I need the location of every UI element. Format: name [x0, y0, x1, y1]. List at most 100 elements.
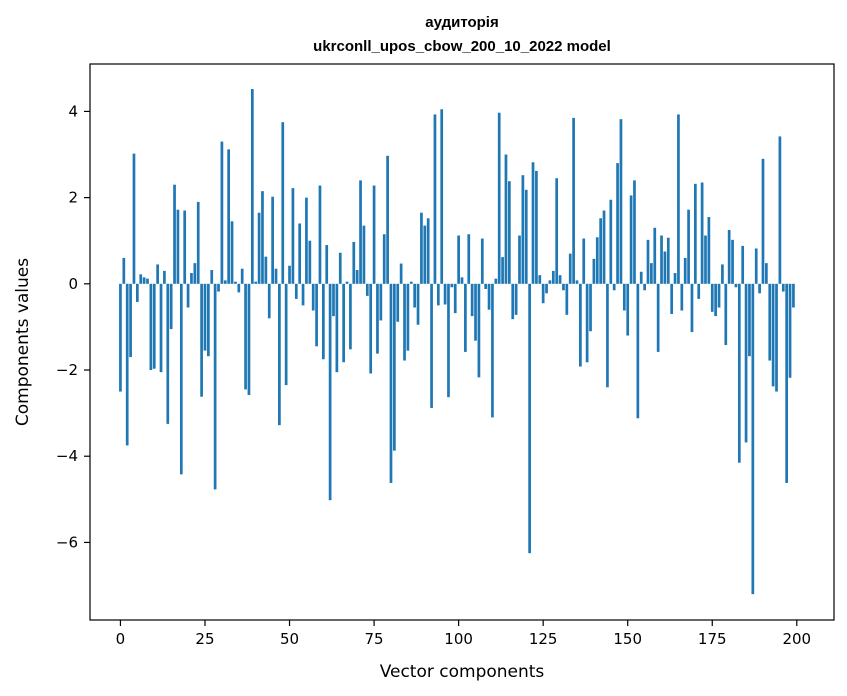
bar-180	[727, 229, 731, 284]
bar-18	[179, 283, 183, 475]
bar-48	[281, 122, 285, 284]
x-tick-label: 150	[613, 630, 642, 648]
bar-9	[149, 283, 153, 371]
x-tick-label: 125	[529, 630, 558, 648]
bar-5	[135, 283, 139, 302]
bar-139	[589, 283, 592, 332]
bar-63	[332, 283, 335, 317]
bar-107	[480, 238, 484, 284]
x-tick-label: 50	[280, 630, 299, 648]
bar-57	[311, 283, 315, 311]
bar-185	[744, 283, 748, 443]
bar-153	[636, 283, 640, 419]
bar-79	[386, 155, 389, 284]
bar-33	[230, 221, 234, 284]
x-tick-label: 0	[116, 630, 126, 648]
bar-154	[639, 271, 643, 284]
bar-187	[751, 283, 755, 595]
bar-110	[491, 283, 494, 418]
bar-172	[700, 182, 704, 284]
bar-161	[663, 251, 667, 284]
bar-4	[132, 153, 136, 284]
bar-28	[213, 283, 217, 490]
bar-196	[781, 283, 785, 292]
bar-93	[433, 114, 437, 284]
bar-183	[737, 283, 741, 463]
bar-86	[409, 281, 413, 284]
bar-80	[389, 283, 393, 483]
x-tick-label: 75	[365, 630, 384, 648]
bar-103	[467, 234, 471, 284]
bar-125	[541, 283, 545, 304]
bar-170	[693, 183, 697, 284]
bar-21	[190, 273, 193, 284]
bar-121	[528, 283, 531, 554]
bar-6	[139, 274, 143, 284]
bar-68	[349, 283, 352, 350]
bar-152	[633, 180, 636, 284]
bar-78	[382, 234, 386, 284]
bar-116	[511, 283, 515, 320]
bar-35	[237, 283, 241, 293]
chart-title: аудиторія	[425, 14, 498, 31]
bar-85	[406, 283, 410, 351]
bar-41	[257, 212, 261, 284]
bar-88	[416, 283, 420, 325]
bar-138	[585, 283, 589, 363]
bar-95	[440, 109, 444, 284]
bar-194	[775, 283, 778, 392]
bar-156	[646, 239, 650, 284]
bar-157	[650, 263, 653, 284]
x-tick-label: 100	[444, 630, 473, 648]
bar-101	[460, 277, 464, 284]
bar-111	[494, 278, 498, 284]
bar-76	[376, 283, 379, 354]
bar-117	[514, 283, 518, 315]
bar-142	[599, 218, 603, 284]
bar-45	[271, 196, 274, 284]
bar-115	[507, 181, 511, 284]
bar-47	[278, 283, 281, 426]
bar-163	[670, 283, 674, 314]
bar-150	[626, 283, 630, 336]
bar-84	[403, 283, 406, 361]
y-tick-label: −2	[56, 361, 78, 379]
bar-92	[430, 283, 433, 408]
y-axis-label: Components values	[13, 258, 33, 426]
bar-24	[200, 283, 203, 397]
bar-140	[592, 258, 596, 284]
bar-123	[535, 170, 538, 284]
bar-171	[697, 283, 701, 299]
bar-52	[294, 283, 298, 299]
bar-162	[666, 237, 670, 284]
bar-141	[595, 237, 599, 284]
bar-37	[244, 283, 247, 390]
bar-49	[284, 283, 288, 386]
x-tick-label: 175	[698, 630, 727, 648]
bar-62	[328, 283, 332, 501]
bar-147	[616, 163, 619, 284]
bar-50	[288, 265, 291, 284]
bar-131	[562, 283, 565, 291]
bar-119	[521, 175, 525, 284]
bars-group	[119, 89, 795, 595]
bar-56	[308, 240, 312, 284]
bar-160	[660, 235, 663, 284]
bar-113	[501, 257, 504, 284]
bar-192	[768, 283, 772, 361]
bar-164	[673, 273, 677, 284]
bar-191	[765, 263, 768, 284]
bar-175	[710, 283, 714, 312]
bar-26	[207, 283, 210, 357]
bar-99	[453, 283, 457, 314]
bar-23	[196, 201, 200, 284]
bar-173	[704, 235, 707, 284]
bar-106	[477, 283, 481, 378]
bar-151	[629, 195, 633, 284]
bar-19	[183, 210, 187, 284]
bar-182	[734, 283, 738, 288]
bar-165	[677, 114, 680, 284]
bar-190	[761, 158, 765, 284]
bar-158	[653, 227, 657, 284]
bar-178	[721, 264, 724, 284]
